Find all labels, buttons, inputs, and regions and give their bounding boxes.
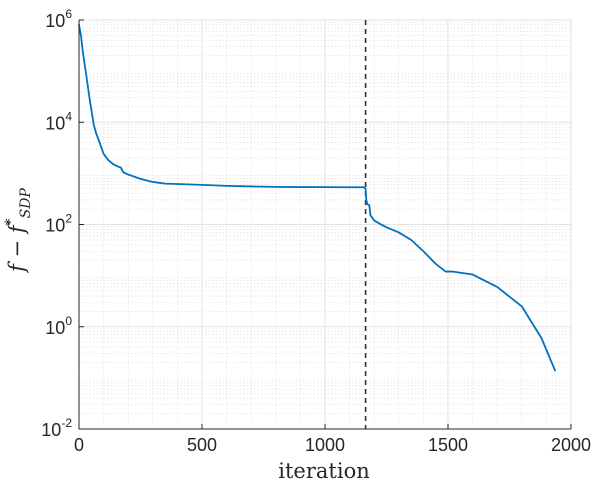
y-tick-label-exponent: 0 <box>65 314 72 328</box>
axes <box>78 19 572 430</box>
y-tick-label: 10-2 <box>41 416 72 440</box>
y-tick-label-base: 10 <box>45 216 65 236</box>
y-axis-label-subscript: SDP <box>18 188 34 219</box>
data-layer <box>78 20 556 429</box>
y-tick-label: 100 <box>45 314 72 338</box>
x-axis-label: iteration <box>278 459 369 483</box>
y-tick-label-exponent: 2 <box>65 212 72 226</box>
y-tick-label: 106 <box>45 7 72 31</box>
y-tick-label-base: 10 <box>41 420 61 440</box>
y-tick-label-base: 10 <box>45 113 65 133</box>
y-tick-label-base: 10 <box>45 318 65 338</box>
y-tick-label-exponent: 6 <box>65 7 72 21</box>
major-grid <box>78 19 572 430</box>
y-axis-label-superscript: * <box>3 218 19 225</box>
y-tick-label-exponent: 4 <box>65 109 72 123</box>
series-line-1 <box>78 24 556 372</box>
y-tick-label: 104 <box>45 109 72 133</box>
x-tick-label: 1500 <box>428 435 468 455</box>
x-tick-label: 1000 <box>305 435 345 455</box>
x-tick-label: 2000 <box>551 435 591 455</box>
x-tick-label: 500 <box>187 435 217 455</box>
y-tick-label: 102 <box>45 212 72 236</box>
y-axis-label-main: f − f <box>5 222 29 274</box>
y-axis-label: f − f*SDP <box>3 188 34 274</box>
y-tick-label-base: 10 <box>45 11 65 31</box>
y-tick-label-exponent: -2 <box>61 416 72 430</box>
x-tick-label: 0 <box>74 435 84 455</box>
